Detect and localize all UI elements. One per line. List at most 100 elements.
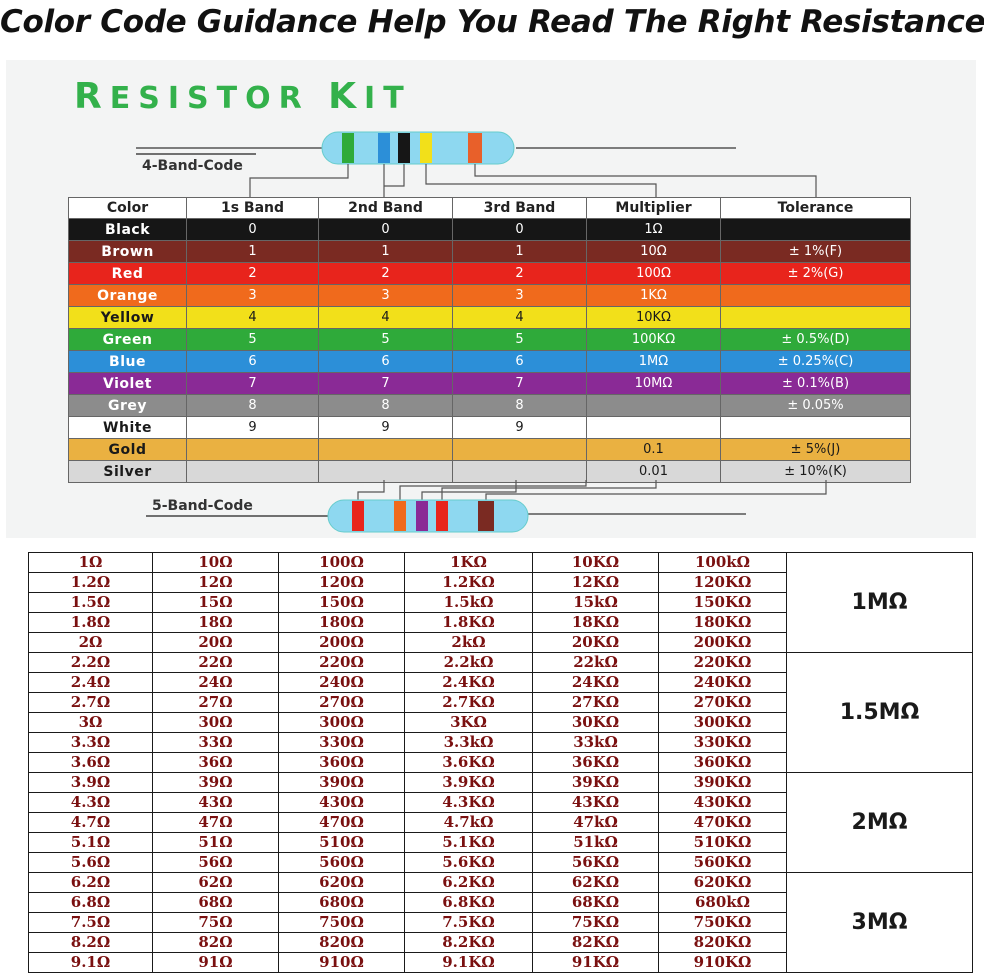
resistor-value-cell: 680kΩ bbox=[658, 892, 787, 913]
resistor-values-table: 1Ω 10Ω 100Ω 1KΩ 10KΩ 100kΩ 1MΩ 1.2Ω 12Ω 120Ω 1.2KΩ… bbox=[28, 552, 973, 973]
resistor-value-cell: 100Ω bbox=[278, 552, 405, 573]
resistor-value-cell: 750KΩ bbox=[658, 912, 787, 933]
resistor-value-cell: 270KΩ bbox=[658, 692, 787, 713]
resistor-value-cell: 1.5Ω bbox=[28, 592, 153, 613]
tolerance bbox=[720, 416, 911, 439]
tolerance: ± 0.1%(B) bbox=[720, 372, 911, 395]
resistor-value-cell: 680Ω bbox=[278, 892, 405, 913]
resistor-value-cell: 430Ω bbox=[278, 792, 405, 813]
resistor-value-cell: 300Ω bbox=[278, 712, 405, 733]
value-row: 8.2Ω 82Ω 820Ω 8.2KΩ 82KΩ 820KΩ bbox=[28, 932, 973, 953]
resistor-value-cell: 430KΩ bbox=[658, 792, 787, 813]
resistor-value-cell: 2kΩ bbox=[404, 632, 533, 653]
color-row-gold: Gold 0.1 ± 5%(J) bbox=[68, 438, 911, 461]
tolerance: ± 10%(K) bbox=[720, 460, 911, 483]
color-row-white: White 9 9 9 bbox=[68, 416, 911, 439]
header-band3: 3rd Band bbox=[452, 197, 587, 219]
color-row-green: Green 5 5 5 100KΩ ± 0.5%(D) bbox=[68, 328, 911, 351]
resistor-value-cell: 22Ω bbox=[152, 652, 279, 673]
resistor-value-cell: 3.6KΩ bbox=[404, 752, 533, 773]
band2-digit: 7 bbox=[318, 372, 453, 395]
resistor-value-cell: 2.7KΩ bbox=[404, 692, 533, 713]
resistor-value-cell: 4.3KΩ bbox=[404, 792, 533, 813]
resistor-value-cell: 8.2Ω bbox=[28, 932, 153, 953]
five-band-label: 5-Band-Code bbox=[152, 498, 253, 514]
resistor-value-cell: 5.6KΩ bbox=[404, 852, 533, 873]
resistor-value-cell: 3.3Ω bbox=[28, 732, 153, 753]
band1-digit bbox=[186, 438, 319, 461]
resistor-value-cell: 9.1Ω bbox=[28, 952, 153, 973]
band1-digit: 6 bbox=[186, 350, 319, 373]
multiplier: 100Ω bbox=[586, 262, 721, 285]
resistor-value-cell: 30KΩ bbox=[532, 712, 659, 733]
resistor-value-cell: 6.8KΩ bbox=[404, 892, 533, 913]
resistor-value-cell: 2.4Ω bbox=[28, 672, 153, 693]
resistor-value-cell: 6.8Ω bbox=[28, 892, 153, 913]
resistor-value-cell: 120Ω bbox=[278, 572, 405, 593]
headline: Color Code Guidance Help You Read The Ri… bbox=[0, 4, 984, 40]
value-row: 7.5Ω 75Ω 750Ω 7.5KΩ 75KΩ 750KΩ bbox=[28, 912, 973, 933]
resistor-value-cell: 51Ω bbox=[152, 832, 279, 853]
resistor-value-cell: 4.7Ω bbox=[28, 812, 153, 833]
header-tolerance: Tolerance bbox=[720, 197, 911, 219]
resistor-value-cell: 1.2Ω bbox=[28, 572, 153, 593]
color-name: Blue bbox=[68, 350, 187, 373]
band3-digit: 0 bbox=[452, 218, 587, 241]
band2-digit: 3 bbox=[318, 284, 453, 307]
band2-digit bbox=[318, 438, 453, 461]
resistor-value-cell: 43KΩ bbox=[532, 792, 659, 813]
resistor-value-cell: 2Ω bbox=[28, 632, 153, 653]
tolerance bbox=[720, 306, 911, 329]
resistor-value-cell: 2.4KΩ bbox=[404, 672, 533, 693]
resistor-value-cell: 820Ω bbox=[278, 932, 405, 953]
header-color: Color bbox=[68, 197, 187, 219]
resistor-value-cell: 33kΩ bbox=[532, 732, 659, 753]
resistor-value-cell: 82Ω bbox=[152, 932, 279, 953]
resistor-value-cell: 36KΩ bbox=[532, 752, 659, 773]
resistor-value-cell: 390KΩ bbox=[658, 772, 787, 793]
resistor-value-cell: 91KΩ bbox=[532, 952, 659, 973]
header-band2: 2nd Band bbox=[318, 197, 453, 219]
color-row-red: Red 2 2 2 100Ω ± 2%(G) bbox=[68, 262, 911, 285]
value-row: 6.2Ω 62Ω 620Ω 6.2KΩ 62KΩ 620KΩ 3MΩ bbox=[28, 872, 973, 973]
resistor-value-cell: 43Ω bbox=[152, 792, 279, 813]
resistor-value-cell: 39KΩ bbox=[532, 772, 659, 793]
kit-title: RESISTOR KIT bbox=[74, 76, 412, 117]
band2-digit: 2 bbox=[318, 262, 453, 285]
value-row: 5.6Ω 56Ω 560Ω 5.6KΩ 56KΩ 560KΩ bbox=[28, 852, 973, 873]
resistor-value-cell: 33Ω bbox=[152, 732, 279, 753]
multiplier: 0.01 bbox=[586, 460, 721, 483]
resistor-value-cell: 36Ω bbox=[152, 752, 279, 773]
color-row-silver: Silver 0.01 ± 10%(K) bbox=[68, 460, 911, 483]
color-row-yellow: Yellow 4 4 4 10KΩ bbox=[68, 306, 911, 329]
four-band-resistor-diagram bbox=[136, 131, 817, 198]
resistor-value-cell: 200KΩ bbox=[658, 632, 787, 653]
resistor-value-cell: 2.2kΩ bbox=[404, 652, 533, 673]
color-table-header: Color 1s Band 2nd Band 3rd Band Multipli… bbox=[68, 197, 911, 219]
value-row: 3.9Ω 39Ω 390Ω 3.9KΩ 39KΩ 390KΩ 2MΩ bbox=[28, 772, 973, 873]
resistor-value-cell: 6.2KΩ bbox=[404, 872, 533, 893]
color-row-brown: Brown 1 1 1 10Ω ± 1%(F) bbox=[68, 240, 911, 263]
resistor-value-cell: 5.1Ω bbox=[28, 832, 153, 853]
resistor-value-cell: 4.3Ω bbox=[28, 792, 153, 813]
band2-digit bbox=[318, 460, 453, 483]
tolerance bbox=[720, 218, 911, 241]
resistor-value-cell: 560KΩ bbox=[658, 852, 787, 873]
resistor-value-cell: 470Ω bbox=[278, 812, 405, 833]
color-name: White bbox=[68, 416, 187, 439]
resistor-value-cell: 560Ω bbox=[278, 852, 405, 873]
band2-digit: 6 bbox=[318, 350, 453, 373]
value-row: 1Ω 10Ω 100Ω 1KΩ 10KΩ 100kΩ 1MΩ bbox=[28, 552, 973, 653]
resistor-value-cell: 62KΩ bbox=[532, 872, 659, 893]
resistor-value-cell: 39Ω bbox=[152, 772, 279, 793]
resistor-value-cell: 24Ω bbox=[152, 672, 279, 693]
band3-digit: 7 bbox=[452, 372, 587, 395]
resistor-value-cell: 18KΩ bbox=[532, 612, 659, 633]
header-band1: 1s Band bbox=[186, 197, 319, 219]
band1-digit: 4 bbox=[186, 306, 319, 329]
band1-digit: 7 bbox=[186, 372, 319, 395]
band1-digit: 5 bbox=[186, 328, 319, 351]
color-name: Brown bbox=[68, 240, 187, 263]
band1-digit: 9 bbox=[186, 416, 319, 439]
resistor-value-cell: 1.2KΩ bbox=[404, 572, 533, 593]
